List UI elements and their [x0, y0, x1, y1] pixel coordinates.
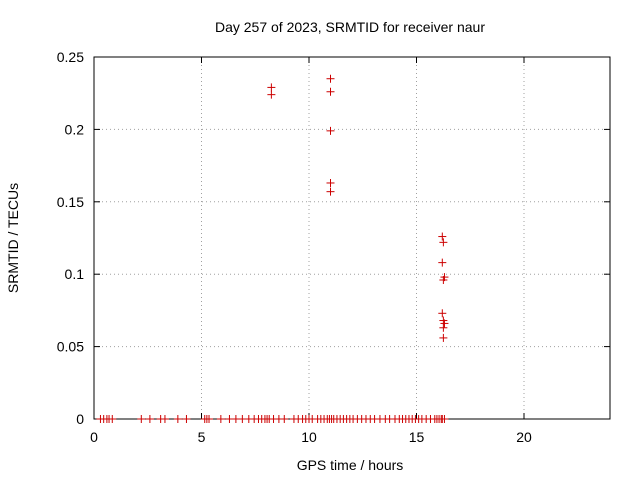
data-point [326, 187, 335, 196]
data-point [440, 415, 449, 423]
data-point [267, 83, 276, 92]
data-point [440, 319, 449, 328]
x-tick-label: 0 [90, 429, 98, 445]
data-point [326, 178, 335, 187]
plot-frame [93, 56, 611, 420]
data-point [439, 323, 448, 332]
y-tick-label: 0 [76, 411, 84, 427]
data-point [439, 275, 448, 284]
data-point [160, 415, 169, 423]
chart-title: Day 257 of 2023, SRMTID for receiver nau… [215, 19, 485, 35]
data-point [108, 415, 117, 423]
data-point [145, 415, 154, 423]
grid-lines [94, 57, 610, 419]
y-tick-label: 0.2 [65, 121, 85, 137]
data-point [173, 415, 182, 423]
data-point [439, 238, 448, 247]
data-point [205, 415, 214, 423]
data-point [280, 415, 289, 423]
x-tick-label: 20 [516, 429, 532, 445]
data-point [182, 415, 191, 423]
data-points [96, 74, 449, 423]
data-point [326, 87, 335, 96]
data-point [216, 415, 225, 423]
y-tick-label: 0.25 [57, 49, 84, 65]
data-point [438, 309, 447, 318]
data-point [439, 333, 448, 342]
x-tick-label: 15 [409, 429, 425, 445]
data-point [326, 74, 335, 83]
y-tick-label: 0.1 [65, 266, 85, 282]
y-tick-label: 0.15 [57, 194, 84, 210]
axis-ticks: 0 5 10 15 20 0 0.05 0.1 0.15 0.2 0.25 [57, 49, 610, 445]
y-axis-label: SRMTID / TECUs [5, 183, 21, 293]
data-point [137, 415, 146, 423]
data-point [438, 258, 447, 267]
y-tick-label: 0.05 [57, 339, 84, 355]
x-axis-label: GPS time / hours [297, 457, 404, 473]
x-tick-label: 5 [198, 429, 206, 445]
data-point [438, 232, 447, 241]
data-point [326, 126, 335, 135]
x-tick-label: 10 [301, 429, 317, 445]
data-point [267, 90, 276, 99]
